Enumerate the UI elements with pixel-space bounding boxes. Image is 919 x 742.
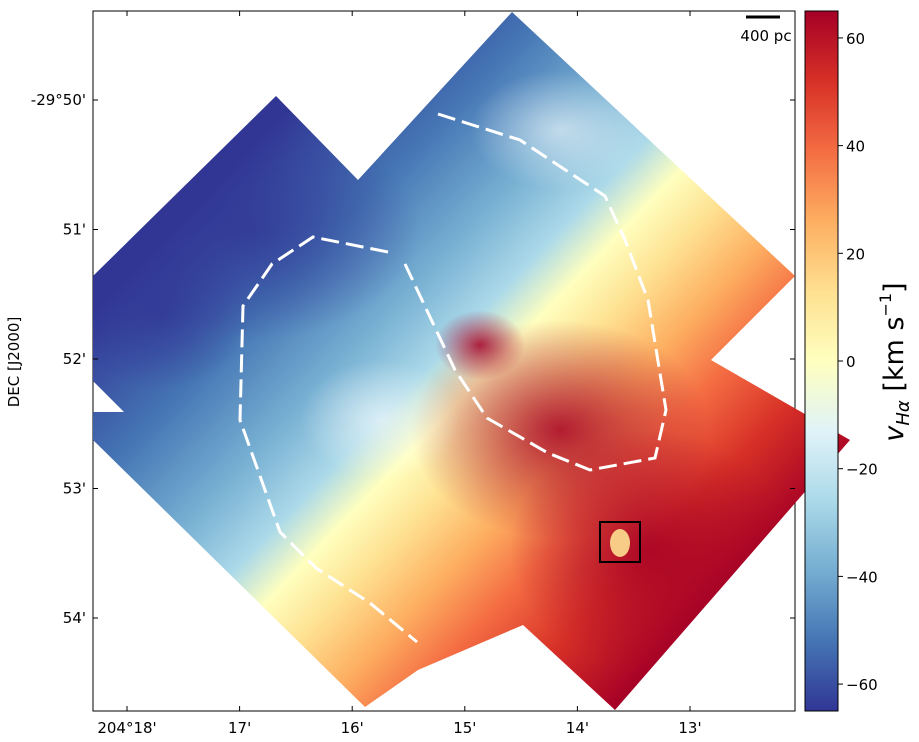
colorbar-label-exp: −1: [876, 293, 895, 317]
outer-arc-contour: [403, 112, 668, 472]
x-axis: 204°18' 17' 16' 15' 14' 13': [97, 11, 702, 737]
colorbar-tick-label: −20: [846, 461, 878, 479]
x-tick-label: 17': [228, 719, 251, 737]
y-axis: -29°50' 51' 52' 53' 54': [31, 91, 795, 627]
colorbar-tick-label: 60: [846, 30, 865, 48]
y-axis-label: DEC [J2000]: [5, 317, 23, 408]
colorbar-tick-label: 0: [846, 353, 856, 371]
x-tick-label: 15': [453, 719, 476, 737]
colorbar-label-main: v: [879, 425, 910, 442]
y-tick-label: 54': [63, 609, 86, 627]
colorbar-label-unit: [km s: [879, 317, 910, 401]
colorbar-tick-label: 40: [846, 138, 865, 156]
colorbar-tick-label: −40: [846, 568, 878, 586]
x-tick-label: 14': [566, 719, 589, 737]
inner-ring-contour: [238, 235, 418, 644]
x-tick-label: 204°18': [97, 719, 156, 737]
y-tick-label: -29°50': [31, 91, 86, 109]
colorbar-label: vHα [km s−1]: [876, 282, 914, 441]
y-tick-label: 51': [63, 221, 86, 239]
scale-bar-label: 400 pc: [740, 27, 791, 45]
y-tick-label: 53': [63, 480, 86, 498]
highlight-box: [599, 521, 641, 563]
colorbar-tick-label: −60: [846, 676, 878, 694]
colorbar-label-sub: Hα: [893, 400, 914, 426]
colorbar: [804, 10, 839, 712]
colorbar-ticks: 60 40 20 0 −20 −40 −60: [838, 30, 878, 694]
colorbar-label-close: ]: [879, 282, 910, 293]
y-tick-label: 52': [63, 350, 86, 368]
x-tick-label: 16': [341, 719, 364, 737]
x-tick-label: 13': [678, 719, 701, 737]
colorbar-tick-label: 20: [846, 245, 865, 263]
